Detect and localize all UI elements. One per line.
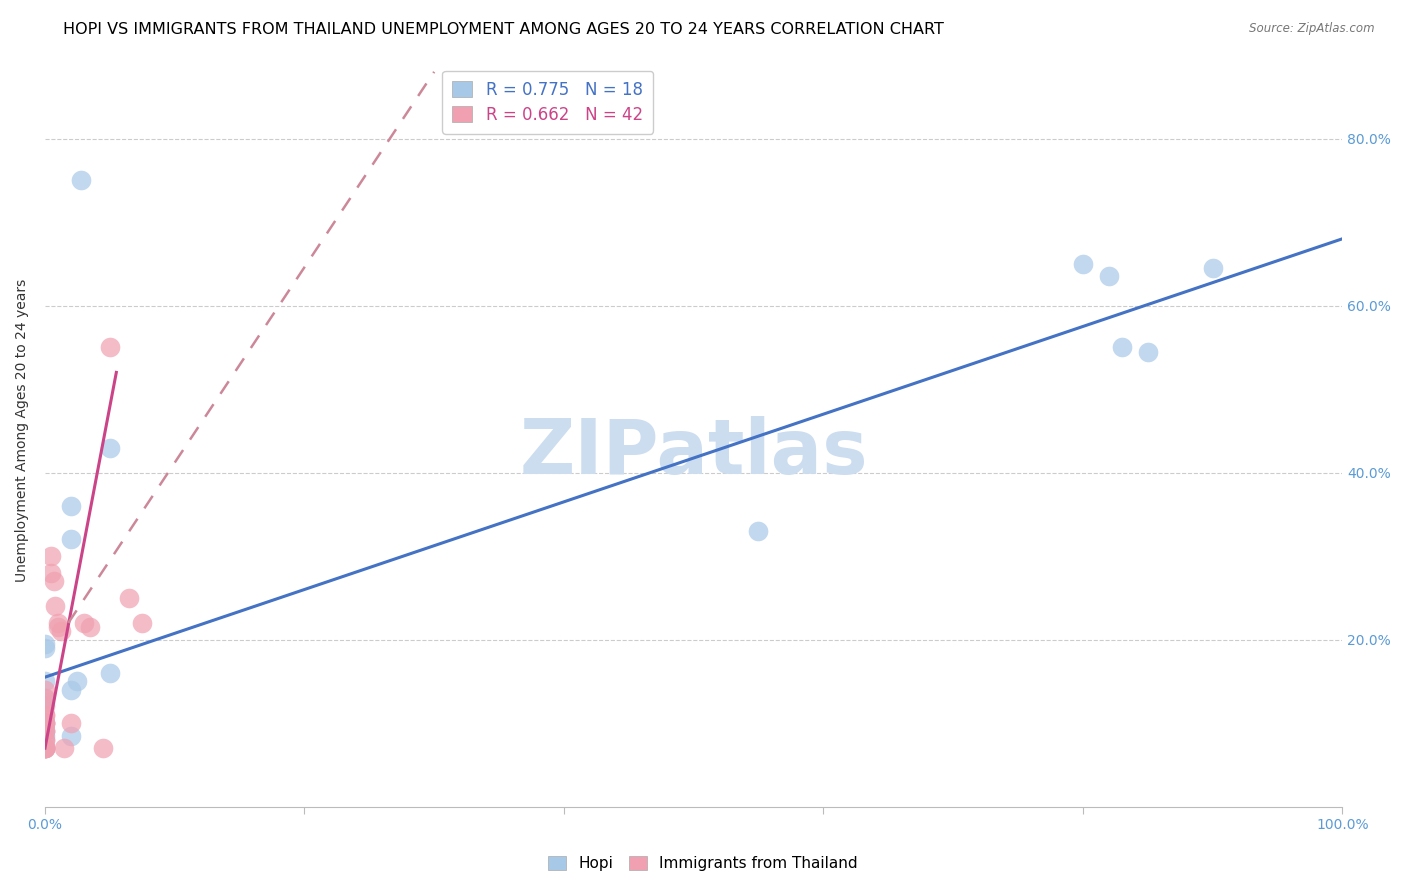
Point <box>59 729 82 743</box>
Point <box>34 707 56 722</box>
Point <box>118 591 141 605</box>
Point <box>49 624 72 639</box>
Point <box>93 741 115 756</box>
Point <box>34 741 56 756</box>
Point <box>34 732 56 747</box>
Point <box>53 741 76 756</box>
Point <box>34 732 56 747</box>
Point <box>34 691 56 706</box>
Point <box>59 716 82 731</box>
Point <box>34 637 56 651</box>
Point <box>98 441 121 455</box>
Point <box>1136 344 1159 359</box>
Text: Source: ZipAtlas.com: Source: ZipAtlas.com <box>1250 22 1375 36</box>
Point <box>42 574 65 589</box>
Point <box>41 566 63 580</box>
Point <box>1098 269 1121 284</box>
Point <box>131 615 153 630</box>
Point <box>34 741 56 756</box>
Point <box>34 724 56 739</box>
Point <box>34 691 56 706</box>
Point <box>59 533 82 547</box>
Point <box>34 741 56 756</box>
Point <box>34 716 56 731</box>
Point <box>59 682 82 697</box>
Point <box>34 674 56 689</box>
Point <box>1111 340 1133 354</box>
Y-axis label: Unemployment Among Ages 20 to 24 years: Unemployment Among Ages 20 to 24 years <box>15 279 30 582</box>
Point <box>34 741 56 756</box>
Point <box>34 695 56 709</box>
Point <box>1071 257 1094 271</box>
Point <box>59 499 82 513</box>
Point <box>34 724 56 739</box>
Point <box>34 716 56 731</box>
Point <box>98 665 121 680</box>
Point <box>98 340 121 354</box>
Point <box>34 707 56 722</box>
Point <box>34 682 56 697</box>
Legend: R = 0.775   N = 18, R = 0.662   N = 42: R = 0.775 N = 18, R = 0.662 N = 42 <box>443 71 652 134</box>
Point <box>34 716 56 731</box>
Point <box>34 729 56 743</box>
Point <box>1201 261 1223 276</box>
Point <box>44 599 66 614</box>
Point <box>34 640 56 655</box>
Point <box>34 716 56 731</box>
Text: HOPI VS IMMIGRANTS FROM THAILAND UNEMPLOYMENT AMONG AGES 20 TO 24 YEARS CORRELAT: HOPI VS IMMIGRANTS FROM THAILAND UNEMPLO… <box>63 22 945 37</box>
Point <box>46 620 69 634</box>
Point <box>70 173 93 187</box>
Point <box>747 524 769 538</box>
Point <box>34 741 56 756</box>
Point <box>34 699 56 714</box>
Point <box>73 615 96 630</box>
Point <box>46 615 69 630</box>
Point <box>41 549 63 563</box>
Point <box>34 724 56 739</box>
Point <box>79 620 101 634</box>
Point <box>34 741 56 756</box>
Legend: Hopi, Immigrants from Thailand: Hopi, Immigrants from Thailand <box>541 849 865 877</box>
Text: ZIPatlas: ZIPatlas <box>519 417 868 491</box>
Point <box>66 674 89 689</box>
